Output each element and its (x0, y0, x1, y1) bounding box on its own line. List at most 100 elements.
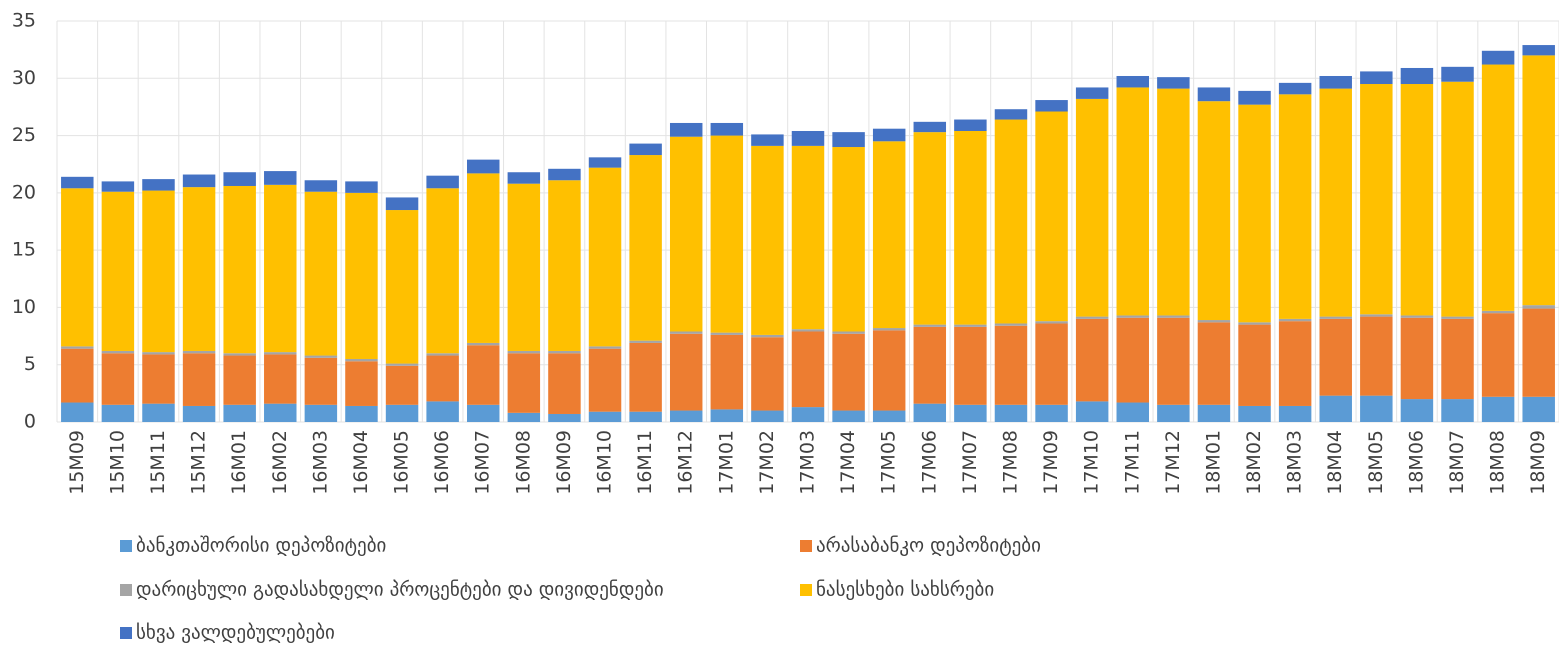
bar-segment (994, 404, 1028, 422)
bar-segment (1278, 318, 1312, 322)
bar-segment (872, 330, 906, 411)
bar-segment (467, 345, 500, 405)
bar-segment (1441, 316, 1474, 319)
bar-segment (467, 404, 500, 422)
bar-segment (1319, 88, 1352, 317)
bar-segment (1360, 314, 1393, 317)
bar-segment (1116, 315, 1149, 318)
bar-segment (1319, 318, 1352, 396)
x-tick-label: 17M05 (878, 430, 900, 495)
bar-segment (61, 176, 94, 189)
bar-segment (1238, 90, 1271, 105)
bar-segment (832, 333, 865, 411)
y-tick-label: 5 (24, 353, 36, 375)
bar-segment (1157, 315, 1190, 318)
bar-segment (1197, 322, 1231, 405)
bar-segment (1157, 404, 1190, 422)
y-tick-label: 25 (12, 124, 36, 146)
x-tick-label: 16M06 (431, 430, 453, 495)
bar-segment (264, 184, 297, 353)
bar-segment (1197, 320, 1231, 323)
bar-segment (832, 410, 865, 422)
bar-segment (1035, 323, 1068, 405)
bar-segment (1400, 84, 1434, 316)
bar-segment (1522, 305, 1555, 309)
bar-segment (791, 331, 825, 408)
bar-segment (791, 145, 825, 330)
bar-segment (588, 157, 622, 168)
y-tick-label: 10 (12, 296, 36, 318)
bar-segment (1197, 404, 1231, 422)
bar-segment (872, 128, 906, 142)
legend-label: არასაბანკო დეპოზიტები (816, 535, 1041, 557)
bar-segment (913, 132, 947, 325)
legend-swatch (800, 584, 812, 596)
bar-segment (304, 180, 338, 192)
x-tick-label: 15M11 (147, 430, 169, 495)
bar-segment (142, 179, 175, 191)
bar-segment (954, 130, 987, 325)
bar-segment (872, 141, 906, 329)
bar-segment (1400, 317, 1434, 400)
bar-segment (751, 134, 784, 146)
bar-segment (467, 173, 500, 343)
x-tick-label: 18M03 (1284, 430, 1306, 495)
x-tick-label: 17M08 (999, 430, 1021, 495)
legend-label: სხვა ვალდებულებები (136, 622, 335, 644)
bar-segment (345, 405, 378, 422)
bar-segment (1075, 98, 1109, 317)
bar-segment (1278, 405, 1312, 422)
bar-segment (751, 334, 784, 338)
bar-segment (1319, 316, 1352, 319)
bar-segment (1522, 55, 1555, 306)
bar-segment (142, 354, 175, 404)
bar-segment (832, 331, 865, 334)
bar-segment (61, 348, 94, 403)
bar-segment (467, 342, 500, 346)
bar-segment (142, 190, 175, 353)
bar-segment (1116, 75, 1149, 88)
bar-segment (1116, 402, 1149, 422)
bar-segment (1400, 67, 1434, 85)
bar-segment (223, 353, 256, 356)
bar-segment (548, 180, 581, 351)
bar-segment (426, 401, 459, 422)
bar-segment (1400, 399, 1434, 422)
x-tick-label: 18M08 (1487, 430, 1509, 495)
bar-segment (1035, 111, 1068, 322)
bar-segment (1197, 101, 1231, 321)
bar-segment (1319, 395, 1352, 422)
x-tick-label: 16M05 (391, 430, 413, 495)
bar-segment (1075, 318, 1109, 402)
bar-segment (385, 404, 419, 422)
x-tick-label: 18M04 (1324, 430, 1346, 495)
bar-segment (954, 119, 987, 131)
bar-segment (385, 210, 419, 364)
x-tick-label: 18M06 (1405, 430, 1427, 495)
bar-segment (182, 405, 216, 422)
x-tick-label: 18M07 (1446, 430, 1468, 495)
bar-segment (1481, 50, 1515, 65)
bar-segment (669, 333, 703, 411)
bar-segment (1522, 308, 1555, 397)
bar-segment (954, 326, 987, 405)
bar-segment (385, 363, 419, 366)
bar-segment (182, 353, 216, 406)
legend-swatch (120, 540, 132, 552)
bar-segment (954, 324, 987, 327)
x-tick-label: 15M12 (188, 430, 210, 495)
bar-segment (61, 346, 94, 349)
bar-segment (1075, 316, 1109, 319)
y-tick-label: 20 (12, 181, 36, 203)
bar-segment (426, 188, 459, 354)
bar-segment (588, 167, 622, 347)
bar-segment (1360, 395, 1393, 422)
bar-segment (426, 353, 459, 356)
x-tick-label: 17M11 (1121, 430, 1143, 495)
bar-segment (1360, 84, 1393, 315)
bar-segment (669, 331, 703, 334)
legend-label: ბანკთაშორისი დეპოზიტები (136, 535, 386, 557)
bar-segment (791, 130, 825, 146)
bar-segment (1481, 64, 1515, 311)
